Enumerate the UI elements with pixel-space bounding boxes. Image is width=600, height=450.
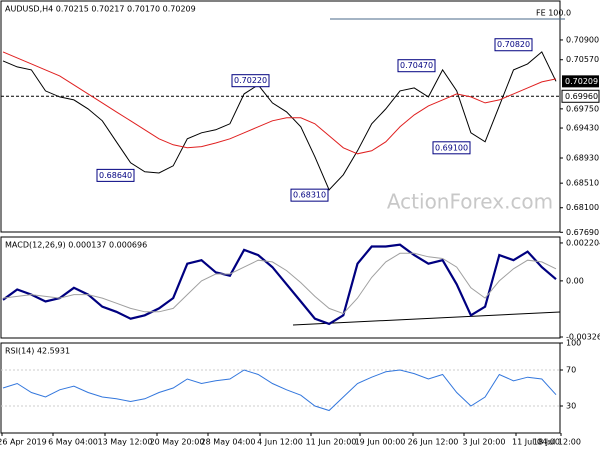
price-box (562, 75, 599, 88)
annotation-box (397, 59, 436, 73)
series-line (2, 252, 557, 315)
panel-frame (0, 342, 561, 434)
x-tick-label: 18 Jul 12:00 (533, 438, 581, 447)
annotation-box (432, 141, 471, 155)
annotation-label: 0.68310 (293, 191, 326, 200)
panel-title: AUDUSD,H4 0.70215 0.70217 0.70170 0.7020… (5, 5, 196, 14)
y-tick-label: 30 (566, 402, 576, 411)
x-tick-label: 6 May 04:00 (48, 438, 98, 447)
annotation-box (494, 38, 533, 52)
panel-frame (0, 0, 561, 233)
annotation-box (290, 188, 329, 202)
annotation-box (96, 168, 135, 182)
annotation-label: 0.69100 (435, 143, 468, 152)
series-line (2, 243, 557, 326)
y-tick-label: 70 (566, 366, 576, 375)
price-label: 0.70209 (565, 77, 598, 86)
x-tick-label: 3 Jul 20:00 (463, 438, 506, 447)
x-tick-label: 13 May 12:00 (98, 438, 153, 447)
x-tick-label: 20 May 20:00 (150, 438, 205, 447)
panel-title: MACD(12,26,9) 0.000137 0.000696 (5, 241, 147, 250)
x-tick-label: 26 Apr 2019 (0, 438, 47, 447)
level-label: 0.69960 (565, 92, 598, 101)
series-line (2, 369, 557, 412)
annotation-box (231, 74, 270, 88)
panel-title: RSI(14) 42.5931 (5, 347, 70, 356)
watermark: ActionForex.com (387, 190, 553, 214)
x-tick-label: 11 Jul 04:00 (512, 438, 560, 447)
series-line (2, 51, 557, 155)
y-tick-label: -0.003262 (566, 333, 600, 342)
annotation-label: 0.70220 (234, 76, 267, 85)
panel-frame (0, 236, 561, 339)
level-box (561, 89, 600, 103)
y-tick-label: 0.68930 (566, 153, 599, 162)
annotation-label: 0.70820 (497, 40, 530, 49)
y-tick-label: 0.70900 (566, 35, 599, 44)
trend-line (292, 311, 561, 326)
y-tick-label: 100 (566, 339, 581, 348)
y-tick-label: 0.00 (566, 276, 584, 285)
y-tick-label: 0.69430 (566, 124, 599, 133)
x-tick-label: 28 May 04:00 (201, 438, 256, 447)
y-tick-label: 0.002204 (566, 238, 600, 247)
y-tick-label: 0.70570 (566, 55, 599, 64)
y-tick-label: 0.67690 (566, 228, 599, 237)
y-tick-label: 0.68510 (566, 179, 599, 188)
y-tick-label: 0.69750 (566, 104, 599, 113)
fe-label: FE 100.0 (536, 9, 571, 18)
y-tick-label: 0.68100 (566, 203, 599, 212)
x-tick-label: 26 Jun 12:00 (408, 438, 459, 447)
x-tick-label: 19 Jun 00:00 (355, 438, 406, 447)
annotation-label: 0.70470 (400, 61, 433, 70)
x-tick-label: 11 Jun 20:00 (306, 438, 357, 447)
series-line (2, 51, 557, 191)
x-tick-label: 4 Jun 12:00 (257, 438, 303, 447)
annotation-label: 0.68640 (99, 171, 132, 180)
